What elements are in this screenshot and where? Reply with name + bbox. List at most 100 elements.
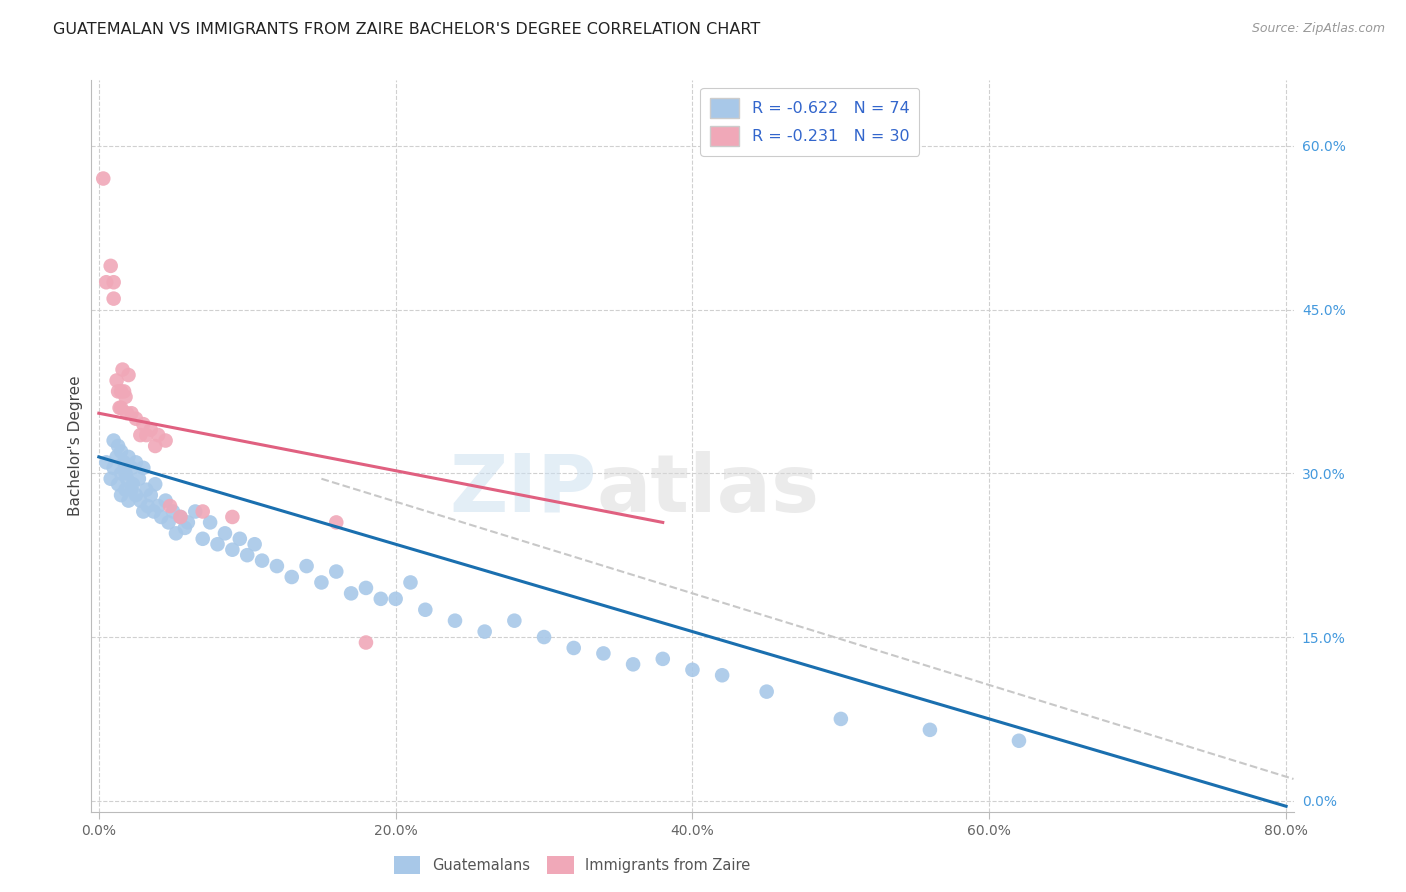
Point — [100, 259, 122, 273]
Point — [132, 417, 155, 432]
Point — [155, 493, 177, 508]
Point — [132, 460, 155, 475]
Point — [184, 504, 207, 518]
Point — [103, 434, 125, 448]
Point — [91, 171, 114, 186]
Point — [177, 516, 200, 530]
Point — [110, 444, 132, 458]
Point — [174, 521, 197, 535]
Point — [117, 368, 139, 382]
Text: atlas: atlas — [596, 450, 820, 529]
Point — [135, 428, 157, 442]
Point — [198, 516, 221, 530]
Point — [108, 401, 131, 415]
Point — [250, 554, 273, 568]
Point — [207, 537, 229, 551]
Point — [110, 401, 132, 415]
Point — [125, 455, 148, 469]
Point — [107, 477, 129, 491]
Text: ZIP: ZIP — [449, 450, 596, 529]
Point — [325, 565, 347, 579]
Point — [114, 467, 136, 481]
Point — [143, 439, 166, 453]
Point — [384, 591, 406, 606]
Point — [120, 483, 143, 497]
Point — [115, 406, 138, 420]
Point — [139, 488, 162, 502]
Point — [96, 455, 118, 469]
Point — [110, 467, 132, 481]
Point — [103, 275, 125, 289]
Point — [229, 532, 252, 546]
Point — [103, 292, 125, 306]
Point — [243, 537, 266, 551]
Point — [592, 647, 614, 661]
Text: GUATEMALAN VS IMMIGRANTS FROM ZAIRE BACHELOR'S DEGREE CORRELATION CHART: GUATEMALAN VS IMMIGRANTS FROM ZAIRE BACH… — [53, 22, 761, 37]
Point — [110, 488, 132, 502]
Point — [128, 472, 150, 486]
Point — [105, 450, 128, 464]
Point — [155, 434, 177, 448]
Point — [114, 390, 136, 404]
Point — [146, 428, 169, 442]
Point — [117, 493, 139, 508]
Point — [221, 542, 243, 557]
Point — [918, 723, 941, 737]
Point — [1008, 733, 1031, 747]
Point — [325, 516, 347, 530]
Point — [115, 472, 138, 486]
Point — [125, 411, 148, 425]
Point — [399, 575, 422, 590]
Point — [142, 504, 165, 518]
Point — [120, 460, 143, 475]
Point — [129, 428, 152, 442]
Point — [132, 504, 155, 518]
Point — [221, 510, 243, 524]
Point — [159, 499, 181, 513]
Y-axis label: Bachelor's Degree: Bachelor's Degree — [67, 376, 83, 516]
Point — [112, 455, 135, 469]
Point — [125, 488, 148, 502]
Point — [621, 657, 644, 672]
Point — [830, 712, 852, 726]
Point — [120, 406, 143, 420]
Point — [107, 439, 129, 453]
Point — [214, 526, 236, 541]
Point — [533, 630, 555, 644]
Point — [111, 362, 134, 376]
Point — [311, 575, 333, 590]
Point — [340, 586, 363, 600]
Point — [117, 450, 139, 464]
Point — [413, 603, 436, 617]
Point — [107, 384, 129, 399]
Point — [681, 663, 703, 677]
Text: Source: ZipAtlas.com: Source: ZipAtlas.com — [1251, 22, 1385, 36]
Point — [100, 472, 122, 486]
Point — [354, 635, 377, 649]
Point — [103, 460, 125, 475]
Point — [562, 640, 585, 655]
Point — [169, 510, 191, 524]
Point — [112, 384, 135, 399]
Point — [150, 510, 173, 524]
Point — [114, 483, 136, 497]
Point — [236, 548, 259, 562]
Point — [165, 526, 187, 541]
Point — [444, 614, 467, 628]
Point — [146, 499, 169, 513]
Point — [295, 559, 318, 574]
Point — [129, 493, 152, 508]
Point — [651, 652, 673, 666]
Point — [143, 477, 166, 491]
Point — [266, 559, 288, 574]
Point — [191, 504, 214, 518]
Point — [711, 668, 734, 682]
Point — [191, 532, 214, 546]
Point — [157, 516, 180, 530]
Point — [474, 624, 496, 639]
Point — [136, 499, 159, 513]
Legend: Guatemalans, Immigrants from Zaire: Guatemalans, Immigrants from Zaire — [387, 849, 758, 881]
Point — [169, 510, 191, 524]
Point — [135, 483, 157, 497]
Point — [162, 504, 184, 518]
